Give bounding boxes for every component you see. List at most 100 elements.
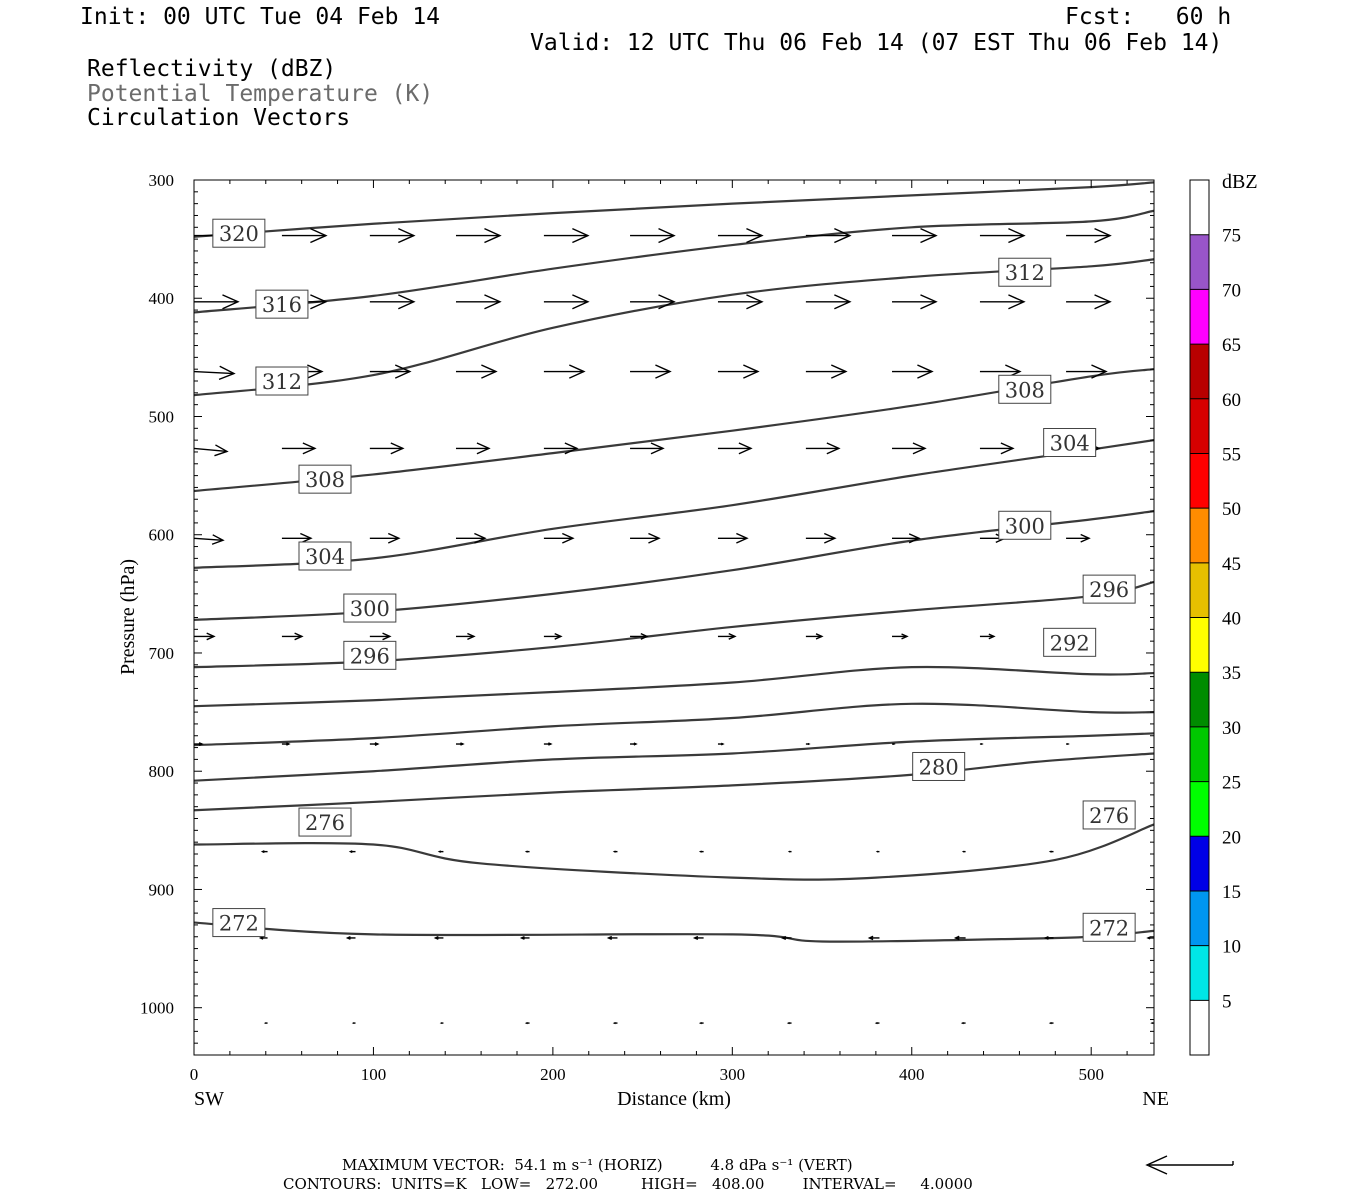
circulation-vector-head — [1150, 1022, 1154, 1025]
circulation-vector-head — [1048, 850, 1052, 853]
circulation-vector-head — [640, 633, 649, 640]
y-tick-label: 600 — [149, 526, 175, 545]
circulation-vector-head — [1048, 1021, 1052, 1025]
x-tick-label: 500 — [1078, 1065, 1104, 1084]
circulation-vector-head — [867, 935, 874, 941]
circulation-vector-head — [484, 228, 502, 244]
circulation-vector-head — [1008, 294, 1026, 310]
circulation-vector-head — [1146, 936, 1151, 940]
contour-label-box — [998, 374, 1052, 404]
colorbar-tick-label: 70 — [1222, 280, 1241, 301]
contour-label-box — [298, 807, 352, 837]
colorbar-tick-label: 30 — [1222, 718, 1241, 739]
circulation-vector-head — [302, 442, 317, 455]
colorbar-cell — [1190, 672, 1209, 727]
circulation-vector — [194, 370, 235, 375]
colorbar-cell — [1190, 726, 1209, 782]
x-tick-label: 200 — [540, 1065, 566, 1084]
circulation-vector-head — [564, 442, 579, 455]
circulation-vector-head — [728, 633, 737, 640]
circulation-vector-head — [606, 935, 613, 941]
circulation-vector-head — [807, 742, 811, 746]
contour-label-layer: 272 272 276 276 280 296 292 300 296 304 300 308 304 3… — [212, 218, 1136, 942]
circulation-vector-head — [348, 850, 353, 854]
circulation-vector-head — [258, 936, 264, 940]
circulation-vector-head — [815, 633, 824, 640]
circulation-vector-head — [826, 442, 841, 455]
contour-label-box — [298, 464, 352, 494]
contour-label-box — [998, 257, 1052, 287]
contour-label-box — [1082, 912, 1136, 942]
circulation-vector-head — [1080, 533, 1091, 543]
y-tick-label: 1000 — [140, 999, 174, 1018]
circulation-vector-head — [698, 1021, 702, 1025]
field-circulation-vectors: Circulation Vectors — [87, 105, 351, 131]
circulation-vector-head — [612, 850, 616, 853]
circulation-vector-head — [633, 742, 638, 746]
circulation-vector-head — [519, 935, 525, 940]
reference-vector-head — [1145, 1155, 1168, 1175]
circulation-vector-head — [1000, 442, 1015, 455]
ne-label: NE — [1142, 1088, 1169, 1110]
circulation-vector-head — [524, 850, 528, 853]
circulation-vector-head — [345, 935, 351, 940]
colorbar-cell — [1190, 344, 1209, 399]
reference-vector — [1145, 1155, 1234, 1175]
circulation-vector-head — [698, 850, 702, 853]
circulation-vector-head — [1091, 364, 1108, 379]
circulation-vector-head — [650, 442, 665, 455]
colorbar-cell — [1190, 508, 1209, 563]
contour-label: 276 — [305, 811, 345, 835]
circulation-vector-head — [310, 294, 328, 310]
contour-label-box — [212, 908, 266, 938]
circulation-vector-head — [260, 850, 265, 854]
circulation-vector-head — [437, 850, 442, 853]
circulation-vector-head — [658, 228, 676, 244]
colorbar-tick-label: 60 — [1222, 390, 1241, 411]
colorbar-tick-label: 55 — [1222, 444, 1241, 465]
contour-label: 276 — [1089, 804, 1129, 828]
colorbar-tick-label: 20 — [1222, 827, 1241, 848]
x-tick-label: 400 — [899, 1065, 925, 1084]
colorbar-tick-label: 10 — [1222, 937, 1241, 958]
colorbar-cell — [1190, 562, 1209, 618]
field-potential-temperature: Potential Temperature (K) — [87, 81, 434, 107]
circulation-vector-head — [387, 532, 401, 544]
contour-label: 296 — [350, 644, 390, 668]
circulation-vector-head — [960, 1021, 964, 1025]
circulation-vector-head — [746, 228, 764, 244]
contour-label-box — [298, 541, 352, 571]
circulation-vector-head — [300, 532, 313, 544]
circulation-vector-head — [554, 633, 563, 640]
circulation-vector-head — [908, 533, 921, 544]
colorbar-cell — [1190, 945, 1209, 1001]
circulation-vector-head — [398, 228, 416, 244]
contour-label-box — [343, 593, 397, 623]
colorbar-tick-label: 5 — [1222, 991, 1232, 1012]
colorbar-unit: dBZ — [1222, 171, 1258, 193]
circulation-vector-head — [474, 532, 487, 544]
circulation-vector-head — [953, 935, 960, 941]
circulation-vector-head — [294, 632, 304, 641]
circulation-vector-head — [901, 633, 909, 640]
circulation-vector-head — [390, 442, 405, 455]
contour-label: 316 — [262, 293, 302, 317]
circulation-vector-head — [569, 364, 586, 379]
circulation-vector-head — [720, 742, 725, 746]
circulation-vector-head — [834, 228, 852, 244]
theta-contour-288 — [194, 702, 1154, 747]
contour-label: 300 — [350, 597, 390, 621]
field-reflectivity: Reflectivity (dBZ) — [87, 56, 337, 82]
circulation-vector-head — [1043, 935, 1049, 940]
y-tick-label: 700 — [149, 644, 175, 663]
axis-labels: Distance (km) Pressure (hPa) SW NE — [117, 559, 1169, 1110]
circulation-vector-head — [214, 444, 229, 457]
circulation-vector-head — [206, 632, 216, 641]
colorbar-tick-label: 25 — [1222, 773, 1241, 794]
circulation-vector-head — [655, 364, 672, 379]
circulation-vector-head — [562, 532, 575, 544]
colorbar-tick-label: 65 — [1222, 335, 1241, 356]
contour-label-box — [998, 510, 1052, 540]
circulation-vector-head — [351, 1022, 355, 1025]
circulation-vector-head — [874, 1021, 878, 1025]
